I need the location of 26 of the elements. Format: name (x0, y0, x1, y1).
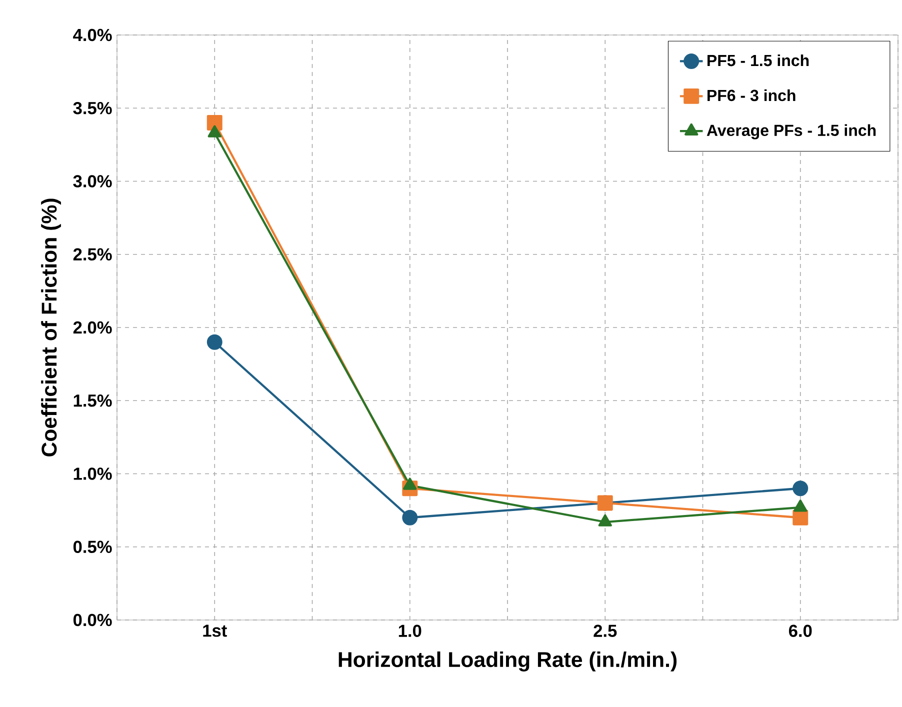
x-tick-label: 2.5 (594, 624, 617, 637)
legend-label: PF6 - 3 inch (708, 89, 796, 102)
x-axis-title: Horizontal Loading Rate (in./min.) (338, 651, 677, 672)
x-tick-label: 1.0 (398, 624, 422, 637)
y-tick-label: 0.5% (73, 540, 112, 554)
y-tick-label: 2.0% (73, 321, 112, 334)
legend-label: PF5 - 1.5 inch (708, 54, 809, 66)
y-tick-label: 3.5% (73, 102, 112, 114)
point (206, 334, 222, 350)
point (403, 478, 417, 490)
x-tick-label: 1st (203, 624, 227, 637)
legend-label: Average PFs - 1.5 inch (706, 124, 876, 140)
point (792, 480, 808, 496)
y-tick-label: 1.5% (74, 394, 112, 407)
point (402, 510, 418, 526)
y-axis-title: Coefficient of Friction (%) (41, 198, 61, 456)
y-tick-label: 4.0% (73, 28, 112, 42)
point (598, 514, 612, 526)
point (206, 115, 222, 130)
y-tick-label: 2.5% (73, 248, 112, 261)
y-tick-label: 1.0% (74, 468, 112, 480)
y-tick-label: 0.0% (73, 614, 112, 626)
point (792, 510, 808, 526)
x-tick-label: 6.0 (788, 624, 812, 637)
point (794, 500, 808, 512)
y-tick-label: 3.0% (73, 175, 112, 188)
